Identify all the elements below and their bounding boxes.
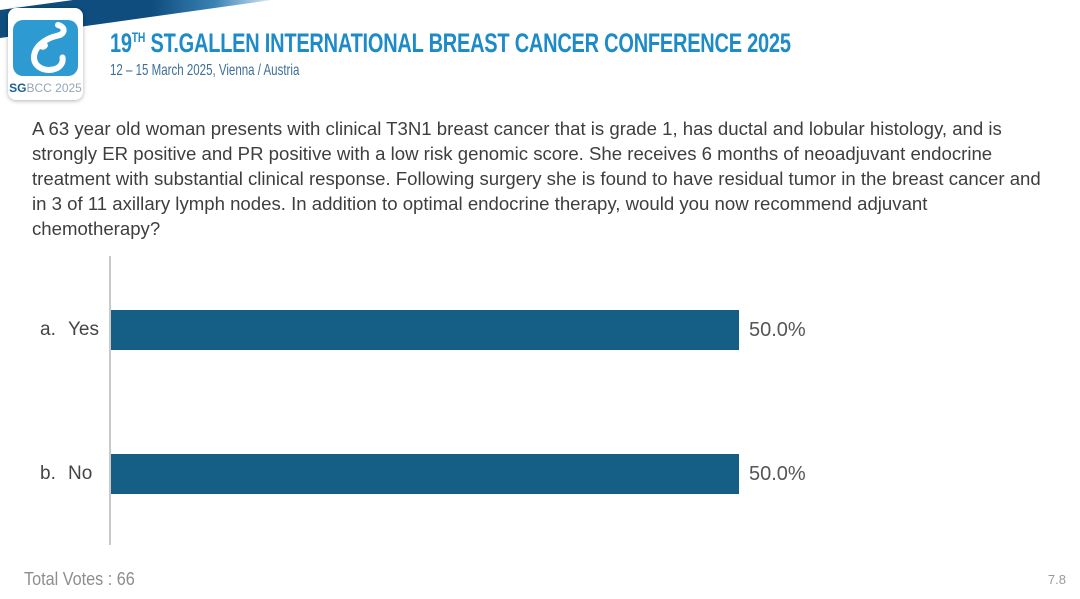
bar-row-no: 50.0% <box>111 454 806 494</box>
conference-subtitle: 12 – 15 March 2025, Vienna / Austria <box>110 62 300 79</box>
question-text: A 63 year old woman presents with clinic… <box>32 118 1041 239</box>
breast-drop-icon <box>30 22 67 73</box>
logo-caption: SGBCC 2025 <box>9 81 82 95</box>
slide-number: 7.8 <box>1047 572 1066 587</box>
total-votes: Total Votes : 66 <box>24 569 135 589</box>
result-bar-no <box>111 454 739 494</box>
option-text-no: No <box>68 463 93 484</box>
header-text: 19TH ST.GALLEN INTERNATIONAL BREAST CANC… <box>110 22 1030 80</box>
title-rest: ST.GALLEN INTERNATIONAL BREAST CANCER CO… <box>145 28 791 58</box>
option-letter-a: a. <box>40 319 56 340</box>
option-label-b: b. No <box>40 454 92 494</box>
option-label-a: a. Yes <box>40 310 99 350</box>
title-number: 19 <box>110 28 132 58</box>
conference-logo: SGBCC 2025 <box>8 8 83 100</box>
result-bar-yes <box>111 310 739 350</box>
logo-square <box>13 20 78 76</box>
percentage-label-no: 50.0% <box>749 462 806 485</box>
conference-title: 19TH ST.GALLEN INTERNATIONAL BREAST CANC… <box>110 22 791 58</box>
option-letter-b: b. <box>40 463 56 484</box>
bar-row-yes: 50.0% <box>111 310 806 350</box>
title-superscript: TH <box>131 29 146 45</box>
logo-caption-sg: SG <box>9 81 27 95</box>
y-axis-line <box>109 256 111 545</box>
option-text-yes: Yes <box>68 319 99 340</box>
logo-caption-rest: BCC 2025 <box>26 81 82 95</box>
percentage-label-yes: 50.0% <box>749 318 806 341</box>
